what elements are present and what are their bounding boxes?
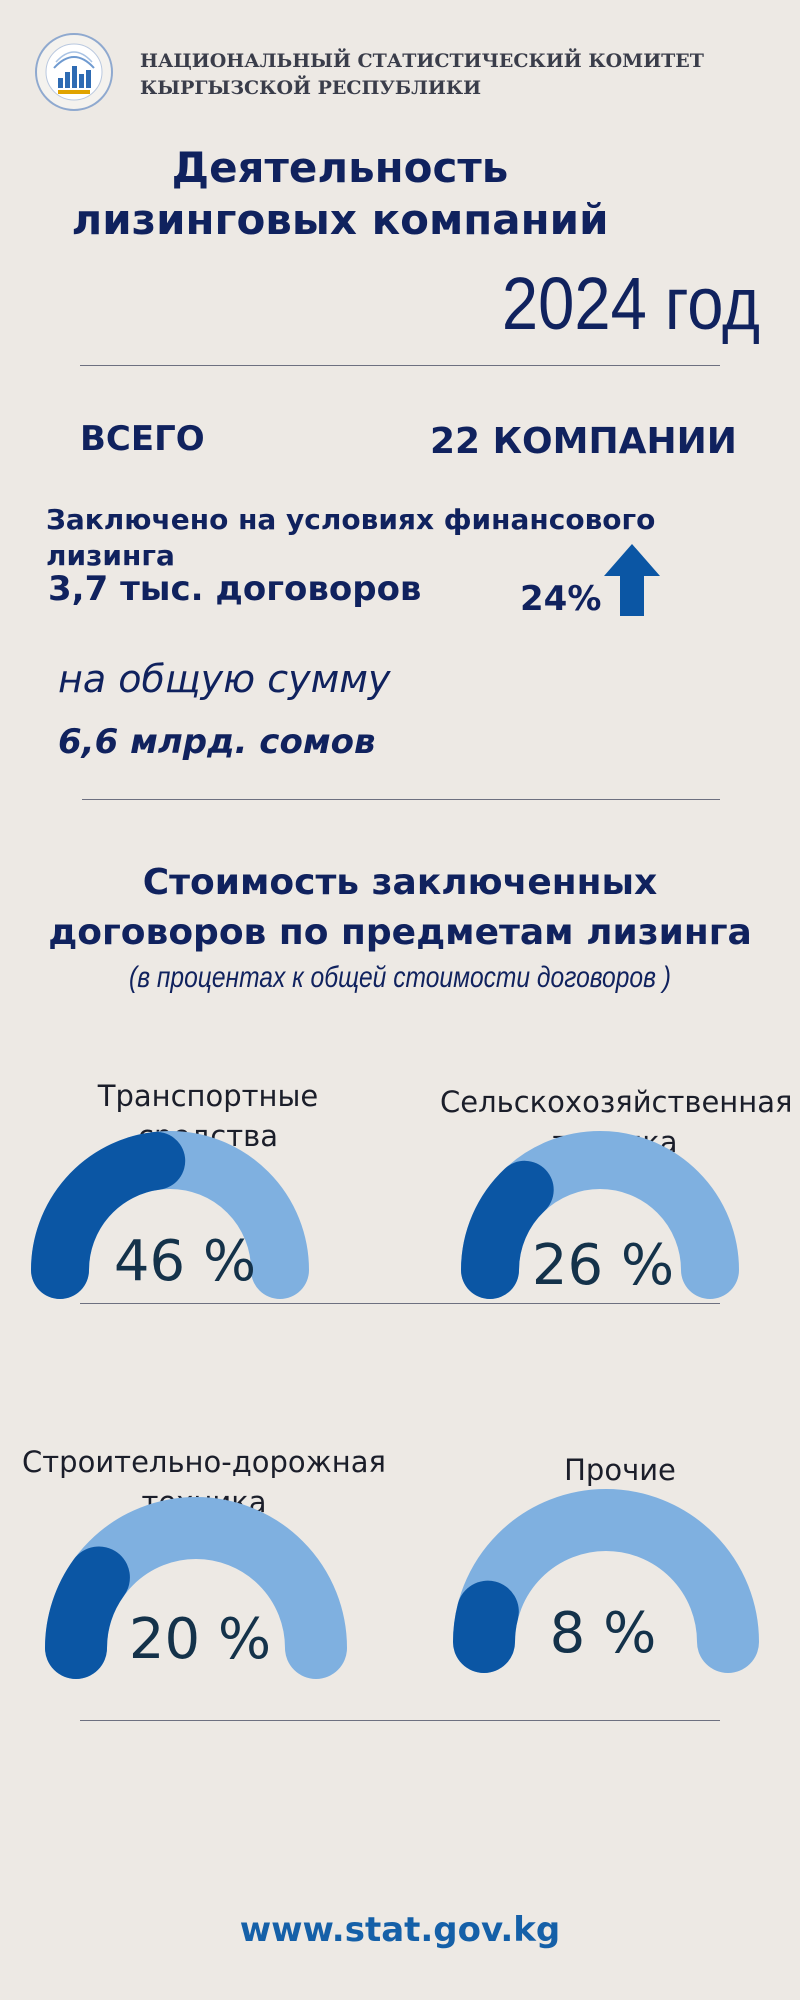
gauge-value-label: 46 % [113, 1229, 257, 1294]
gauge-category-label: Прочие [564, 1453, 676, 1487]
divider [80, 1303, 720, 1304]
gauge-fill-3 [45, 1546, 130, 1679]
stat-committee-emblem-icon [35, 33, 113, 111]
gauge-fill-1 [31, 1131, 186, 1299]
arrow-up-icon [604, 544, 660, 616]
divider [80, 1720, 720, 1721]
total-companies: 22 КОМПАНИИ [430, 421, 737, 462]
gauge-chart [453, 1489, 759, 1673]
divider [80, 365, 720, 366]
gauge-chart [461, 1131, 739, 1299]
gauge-value-label: 8 % [549, 1601, 657, 1666]
gauge-chart [45, 1497, 347, 1679]
website-link[interactable]: www.stat.gov.kg [239, 1910, 561, 1950]
total-label: ВСЕГО [80, 419, 205, 459]
gauge-value-label: 26 % [531, 1233, 675, 1298]
gauge-fill-2 [461, 1160, 554, 1299]
sum-label: на общую сумму [58, 657, 391, 701]
sum-value: 6,6 млрд. сомов [58, 722, 376, 762]
divider [82, 799, 720, 800]
contracts-count: 3,7 тыс. договоров [48, 569, 422, 609]
organization-name-line2: Кыргызской Республики [140, 77, 482, 99]
finance-lease-title: Заключено на условиях финансового лизинг… [46, 503, 656, 572]
growth-percent: 24% [520, 579, 602, 619]
section-title: Стоимость заключенных договоров по предм… [48, 862, 752, 953]
gauge-fill-4 [453, 1580, 519, 1673]
gauge-chart [31, 1131, 309, 1299]
report-year: 2024 год [501, 262, 760, 345]
gauge-value-label: 20 % [128, 1607, 272, 1672]
organization-name: Национальный статистический комитет Кырг… [140, 48, 740, 102]
organization-name-line1: Национальный статистический комитет [140, 50, 704, 72]
page-title: Деятельность лизинговых компаний [71, 143, 609, 244]
section-subtitle: (в процентах к общей стоимости договоров… [129, 961, 671, 994]
